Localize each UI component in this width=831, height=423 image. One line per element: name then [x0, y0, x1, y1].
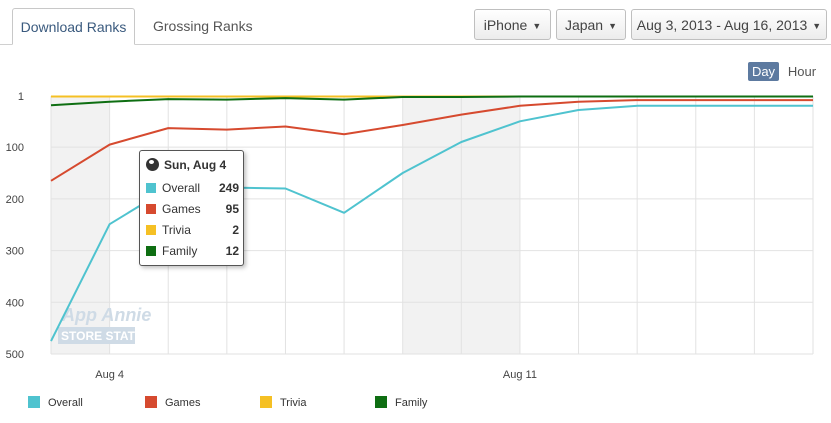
tooltip-row-games: Games 95: [146, 201, 239, 217]
tooltip-title: Sun, Aug 4: [146, 158, 226, 172]
rank-type-tabs: Download Ranks Grossing Ranks: [0, 0, 831, 45]
swatch-icon: [146, 246, 156, 256]
tabs-divider: [0, 44, 831, 45]
tab-download-ranks[interactable]: Download Ranks: [12, 8, 135, 45]
tooltip-row-name: Games: [162, 202, 201, 216]
device-dropdown[interactable]: iPhone ▼: [474, 9, 551, 40]
tooltip-row-value: 2: [232, 223, 239, 237]
y-tick-label: 100: [6, 142, 24, 154]
x-tick-label: Aug 11: [503, 369, 537, 381]
tooltip-row-value: 95: [225, 202, 239, 216]
series-lines: [50, 95, 813, 342]
legend-label: Trivia: [280, 397, 307, 409]
y-tick-label: 300: [6, 246, 24, 258]
tooltip-row-name: Overall: [162, 181, 201, 195]
tooltip-row-name: Trivia: [162, 223, 191, 237]
rank-line-chart: App Annie STORE STATS 1 100 200 300 400 500 A…: [6, 91, 814, 381]
tooltip-row-value: 12: [225, 244, 239, 258]
legend-item-trivia[interactable]: Trivia: [260, 395, 306, 411]
swatch-icon: [146, 204, 156, 214]
series-line-family: [50, 95, 813, 107]
swatch-icon: [375, 396, 387, 408]
tooltip-row-trivia: Trivia 2: [146, 222, 239, 238]
y-tick-label: 500: [6, 349, 24, 361]
tooltip-title-text: Sun, Aug 4: [164, 158, 227, 172]
y-tick-label: 400: [6, 297, 24, 309]
date-range-dropdown[interactable]: Aug 3, 2013 - Aug 16, 2013 ▼: [631, 9, 827, 40]
legend-label: Overall: [48, 397, 83, 409]
chart-legend: Overall Games Trivia Family: [0, 395, 831, 413]
watermark: App Annie STORE STATS: [58, 305, 151, 344]
legend-item-overall[interactable]: Overall: [28, 395, 83, 411]
granularity-hour-button[interactable]: Hour: [787, 64, 817, 79]
country-dropdown[interactable]: Japan ▼: [556, 9, 626, 40]
tab-grossing-ranks[interactable]: Grossing Ranks: [153, 18, 253, 34]
swatch-icon: [260, 396, 272, 408]
country-dropdown-label: Japan: [564, 17, 604, 33]
y-tick-label: 200: [6, 194, 24, 206]
granularity-day-button[interactable]: Day: [748, 62, 779, 81]
legend-item-family[interactable]: Family: [375, 395, 427, 411]
date-range-label: Aug 3, 2013 - Aug 16, 2013: [636, 17, 808, 33]
swatch-icon: [146, 225, 156, 235]
chevron-down-icon: ▼: [608, 21, 618, 31]
data-tooltip: Sun, Aug 4 Overall 249 Games 95 Trivia 2 Fa…: [139, 150, 244, 266]
swatch-icon: [146, 183, 156, 193]
tooltip-row-name: Family: [162, 244, 198, 258]
tooltip-row-family: Family 12: [146, 243, 239, 259]
swatch-icon: [145, 396, 157, 408]
swatch-icon: [28, 396, 40, 408]
legend-label: Games: [165, 397, 201, 409]
legend-item-games[interactable]: Games: [145, 395, 200, 411]
series-line-games: [50, 99, 813, 182]
device-dropdown-label: iPhone: [483, 17, 528, 33]
x-tick-label: Aug 4: [95, 369, 124, 381]
y-tick-label: 1: [18, 91, 24, 103]
weekend-band: [51, 96, 110, 354]
legend-label: Family: [395, 397, 428, 409]
y-axis-labels: 1 100 200 300 400 500: [6, 91, 24, 361]
chevron-down-icon: ▼: [812, 21, 822, 31]
watermark-line2: STORE STATS: [61, 329, 143, 343]
x-axis-labels: Aug 4 Aug 11: [95, 369, 537, 381]
globe-icon: [146, 158, 159, 171]
tooltip-row-value: 249: [218, 181, 239, 195]
watermark-badge: [58, 327, 135, 344]
chevron-down-icon: ▼: [532, 21, 542, 31]
tooltip-row-overall: Overall 249: [146, 180, 239, 196]
watermark-line1: App Annie: [61, 305, 151, 325]
